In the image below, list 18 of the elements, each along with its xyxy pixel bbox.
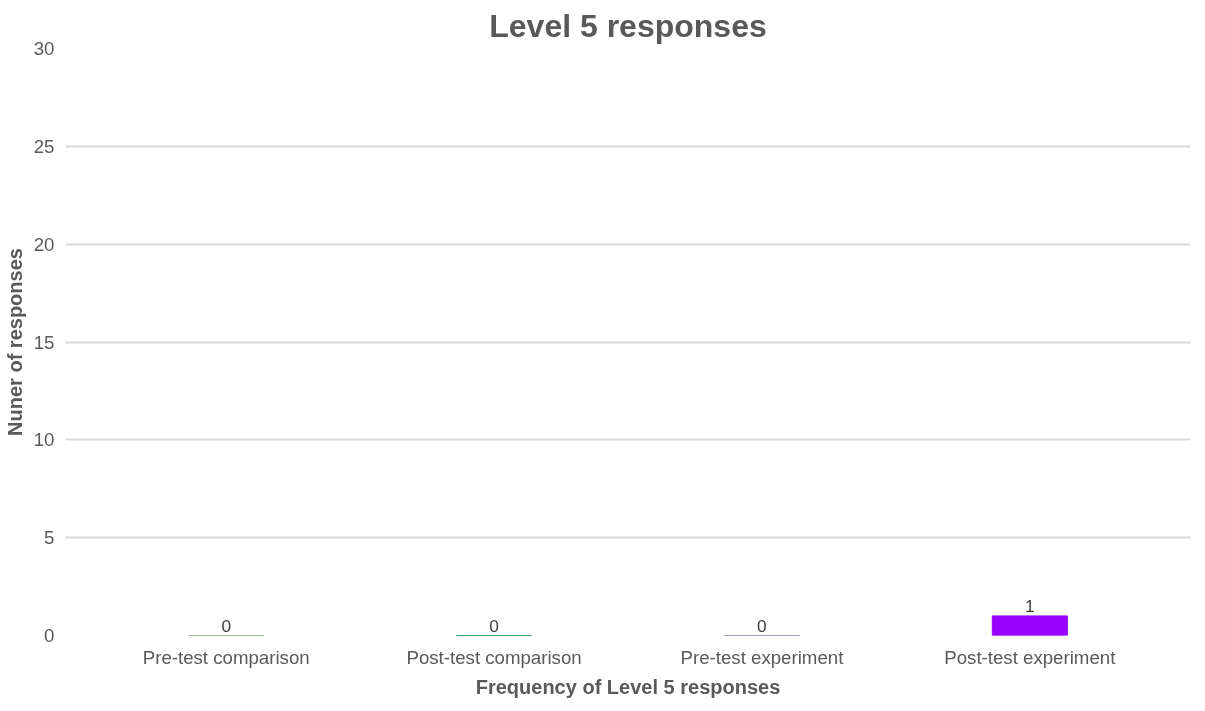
chart-title: Level 5 responses [489,7,767,44]
data-label: 1 [1024,595,1035,616]
data-label: 0 [757,615,767,636]
data-label: 0 [221,615,232,636]
x-axis-title: Frequency of Level 5 responses [475,675,781,698]
x-tick-label: Pre-test experiment [680,646,845,668]
y-tick-label: 10 [33,429,55,451]
y-tick-label: 20 [33,233,55,255]
y-tick-label: 0 [44,625,55,646]
x-tick-label: Post-test comparison [406,646,582,668]
x-tick-label: Pre-test comparison [142,646,310,668]
y-tick-label: 25 [33,135,55,157]
x-tick-label: Post-test experiment [944,646,1117,668]
data-label: 0 [489,615,499,636]
y-tick-label: 5 [44,527,55,549]
y-tick-label: 30 [33,38,55,59]
y-axis-title: Nuner of responses [3,248,26,436]
y-tick-label: 15 [33,331,55,353]
